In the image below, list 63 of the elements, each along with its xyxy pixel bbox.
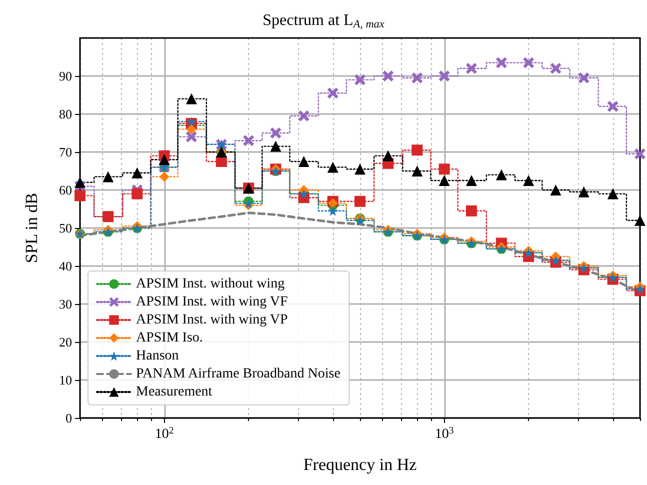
legend-label: APSIM Inst. with wing VF: [136, 294, 288, 310]
point: [132, 188, 143, 200]
point: [270, 140, 282, 152]
point: [438, 175, 450, 186]
legend-label: APSIM Iso.: [136, 330, 203, 346]
point: [158, 154, 170, 166]
y-tick-label: 30: [59, 296, 72, 312]
y-axis-title: SPL in dB: [22, 192, 41, 264]
legend-label: APSIM Inst. with wing VP: [136, 312, 288, 328]
y-tick-label: 70: [59, 144, 72, 160]
legend-label: Measurement: [136, 384, 212, 400]
point: [298, 156, 310, 167]
point: [523, 57, 534, 68]
point: [578, 186, 590, 198]
point: [327, 162, 338, 173]
point: [354, 164, 366, 175]
point: [186, 124, 196, 134]
legend-label: Hanson: [136, 348, 179, 364]
point: [74, 176, 86, 188]
point: [102, 171, 114, 182]
point: [607, 100, 618, 112]
point: [578, 72, 590, 84]
y-tick-label: 60: [59, 182, 72, 198]
point: [523, 175, 534, 186]
legend-label: APSIM Inst. without wing: [136, 276, 285, 292]
point: [466, 205, 477, 216]
point: [186, 131, 197, 142]
point: [354, 74, 366, 86]
point: [634, 214, 646, 226]
point: [382, 70, 394, 82]
point: [496, 57, 507, 68]
point: [412, 72, 423, 84]
y-tick-label: 0: [66, 410, 72, 426]
point: [438, 70, 450, 82]
y-tick-label: 90: [59, 68, 72, 84]
point: [327, 88, 338, 99]
point: [243, 135, 254, 146]
y-tick-label: 10: [59, 372, 72, 388]
point: [496, 169, 507, 180]
point: [328, 206, 338, 216]
x-axis-title: Frequency in Hz: [303, 455, 418, 474]
point: [382, 150, 394, 162]
point: [634, 148, 646, 160]
point: [550, 62, 562, 74]
point: [270, 128, 282, 138]
point: [550, 184, 562, 196]
point: [354, 196, 366, 207]
point: [74, 190, 86, 202]
point: [607, 188, 618, 200]
point: [438, 164, 450, 175]
point: [466, 175, 477, 186]
point: [298, 110, 310, 122]
point: [412, 144, 423, 156]
point: [132, 167, 143, 178]
y-tick-label: 40: [59, 258, 72, 274]
y-tick-label: 20: [59, 334, 72, 350]
point: [466, 62, 477, 74]
point: [159, 172, 170, 182]
y-tick-label: 80: [59, 106, 72, 122]
y-tick-label: 50: [59, 220, 72, 236]
point: [186, 93, 197, 104]
point: [412, 166, 423, 176]
legend-label: PANAM Airframe Broadband Noise: [136, 366, 340, 382]
